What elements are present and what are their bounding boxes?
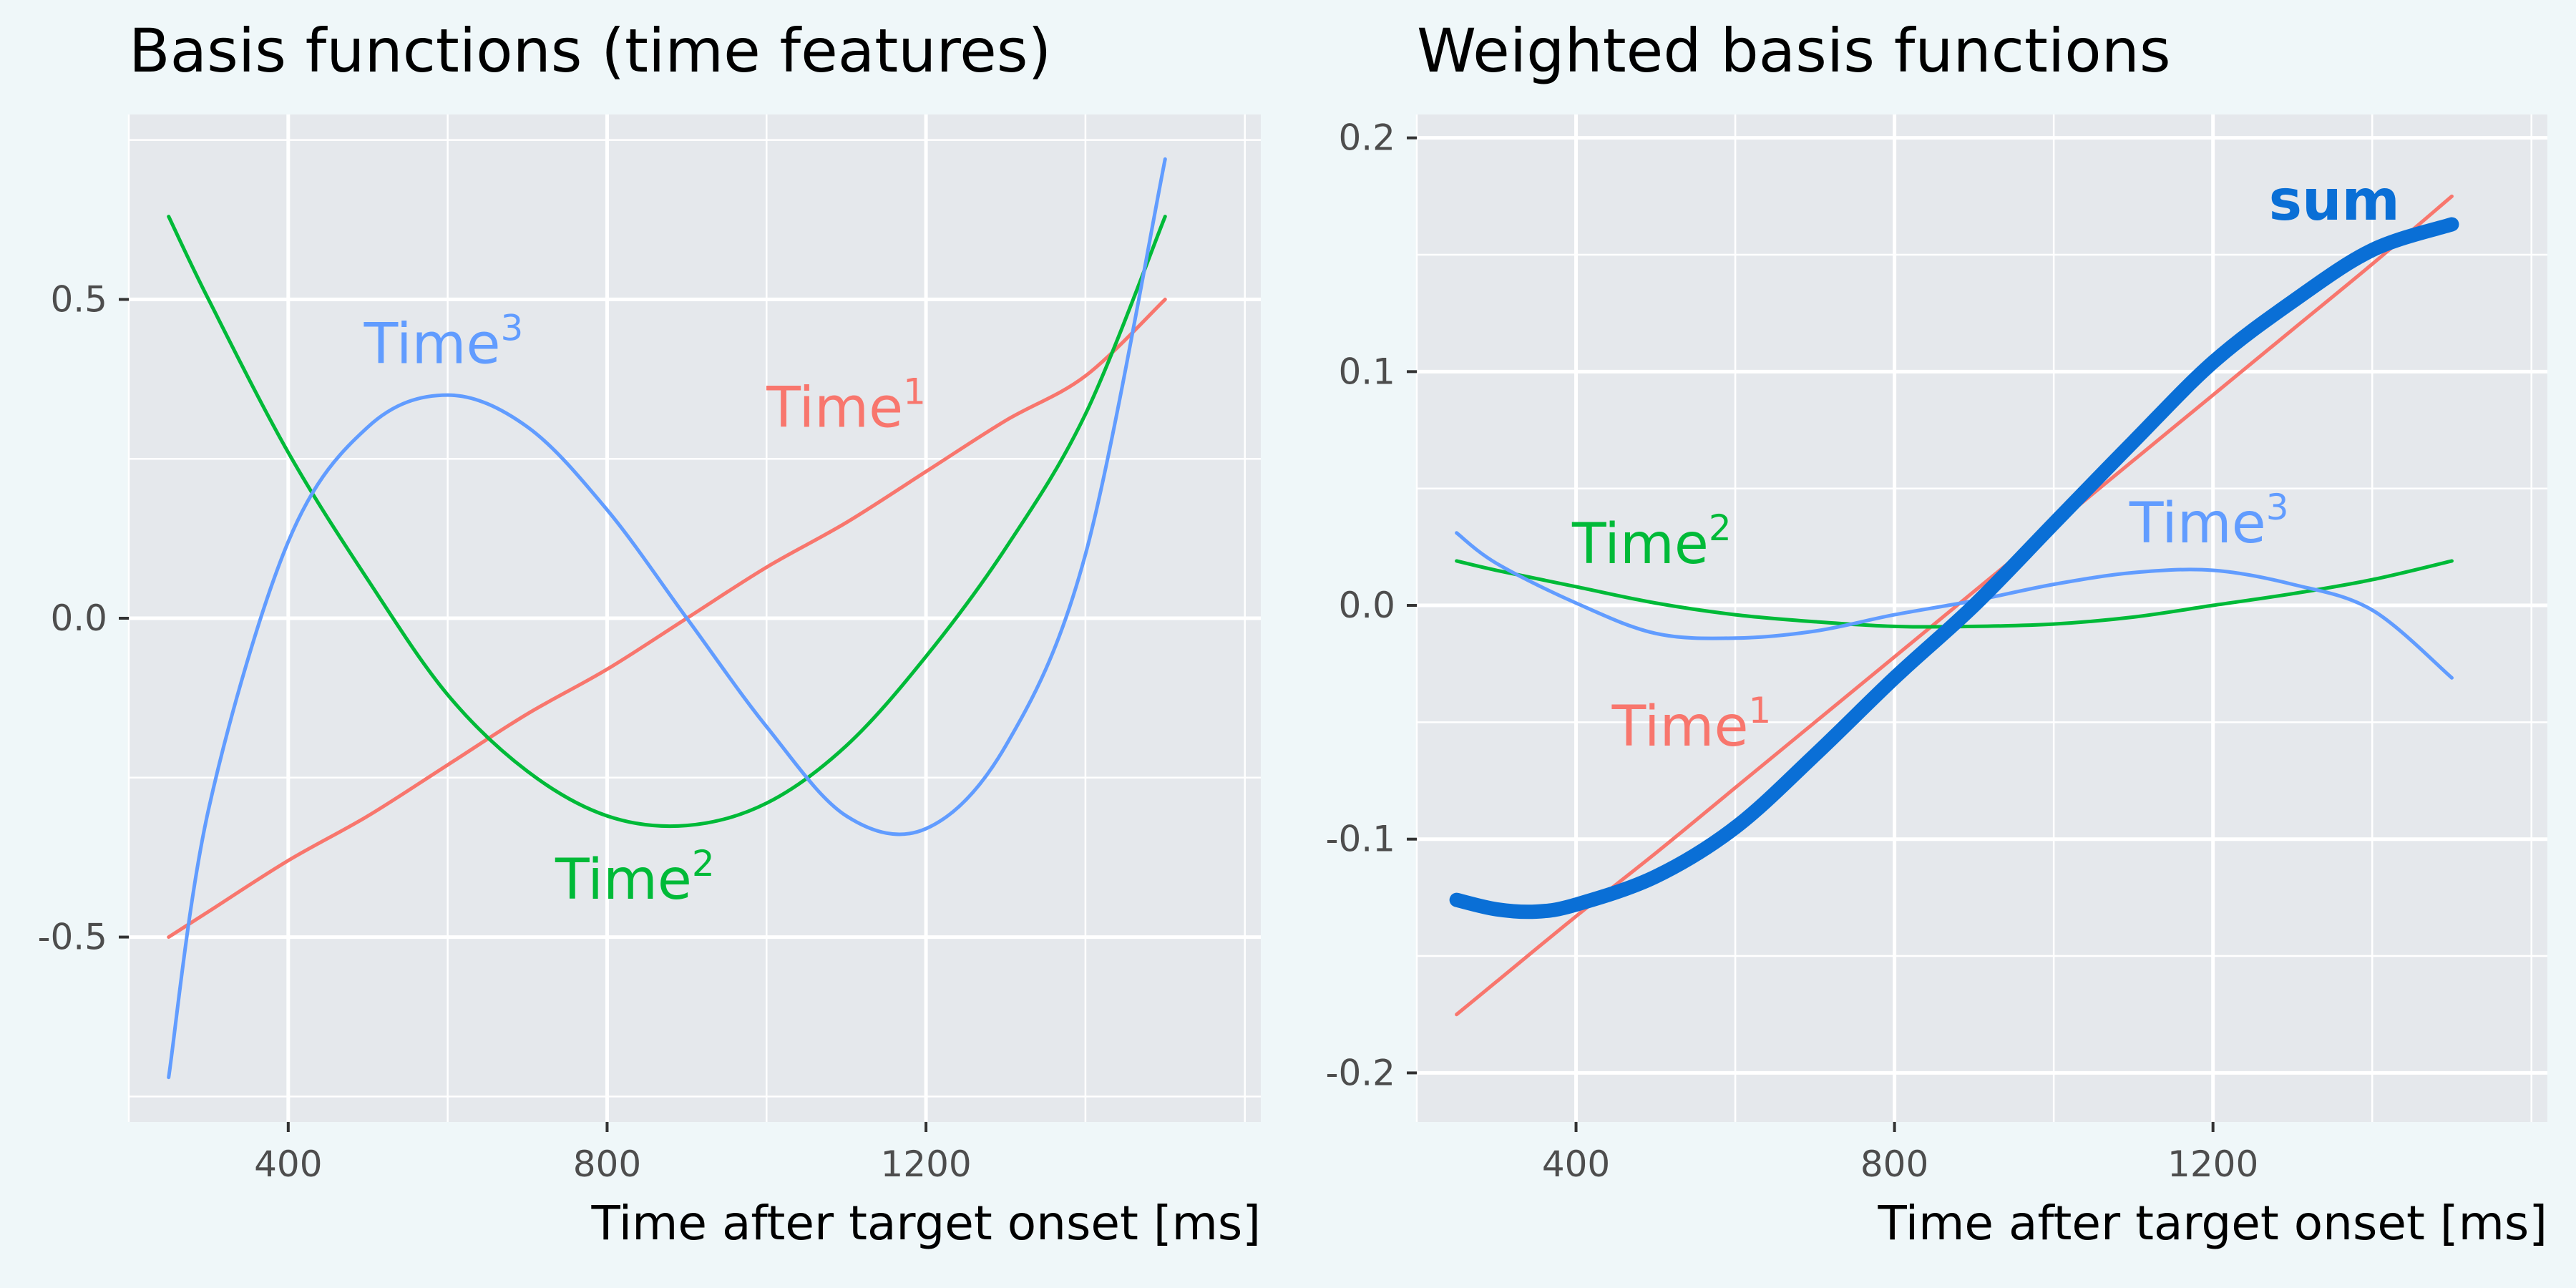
panel-title: Basis functions (time features) — [129, 16, 1051, 86]
y-tick-label: 0.1 — [1338, 351, 1395, 392]
x-tick-label: 400 — [1542, 1143, 1610, 1185]
panel-title: Weighted basis functions — [1417, 16, 2171, 86]
x-tick-label: 800 — [1860, 1143, 1928, 1185]
x-axis: 400 800 1200 — [1542, 1122, 2258, 1185]
grid — [1415, 114, 2547, 1122]
panel-basis-functions: Basis functions (time features) Time1Tim… — [37, 16, 1261, 1251]
y-axis: -0.2 -0.1 0.0 0.1 0.2 — [1325, 117, 1417, 1093]
curve-labels: Time1 Time2 Time3 sum — [1571, 169, 2400, 759]
x-tick-label: 1200 — [2167, 1143, 2258, 1185]
series-line-sum — [1449, 217, 2459, 919]
series-label-time1: Time1 — [766, 371, 926, 441]
x-axis-label: Time after target onset [ms] — [1877, 1196, 2547, 1251]
x-tick-label: 1200 — [880, 1143, 971, 1185]
plot-area — [1417, 114, 2547, 1122]
series-label-time3: Time3 — [364, 308, 524, 377]
x-tick-label: 400 — [254, 1143, 322, 1185]
series-label-time2: Time2 — [555, 843, 715, 912]
y-tick-label: -0.2 — [1325, 1052, 1395, 1093]
series-label-sum: sum — [2269, 169, 2400, 233]
y-tick-label: 0.2 — [1338, 117, 1395, 159]
panel-weighted-basis-functions: Weighted basis functions Time1 Time2 Time3… — [1325, 16, 2547, 1251]
series-line-time3 — [167, 157, 1167, 1080]
series-line-time3 — [1455, 531, 2454, 680]
series-layer — [167, 157, 1167, 1080]
y-tick-label: 0.0 — [1338, 585, 1395, 626]
y-tick-label: 0.5 — [50, 278, 107, 320]
curve-labels: Time1 Time2 Time3 — [364, 308, 926, 913]
x-axis-label: Time after target onset [ms] — [590, 1196, 1261, 1251]
grid — [127, 114, 1261, 1122]
series-label-time1: Time1 — [1611, 690, 1772, 759]
x-tick-label: 800 — [573, 1143, 641, 1185]
y-axis: -0.5 0.0 0.5 — [37, 278, 129, 958]
y-tick-label: -0.1 — [1325, 819, 1395, 860]
series-layer — [1449, 194, 2459, 1017]
y-tick-label: 0.0 — [50, 597, 107, 639]
series-label-time3: Time3 — [2129, 487, 2289, 556]
x-axis: 400 800 1200 — [254, 1122, 972, 1185]
series-line-time1 — [167, 297, 1167, 940]
series-line-time2 — [167, 215, 1167, 829]
y-tick-label: -0.5 — [37, 917, 107, 958]
series-label-time2: Time2 — [1571, 507, 1732, 577]
